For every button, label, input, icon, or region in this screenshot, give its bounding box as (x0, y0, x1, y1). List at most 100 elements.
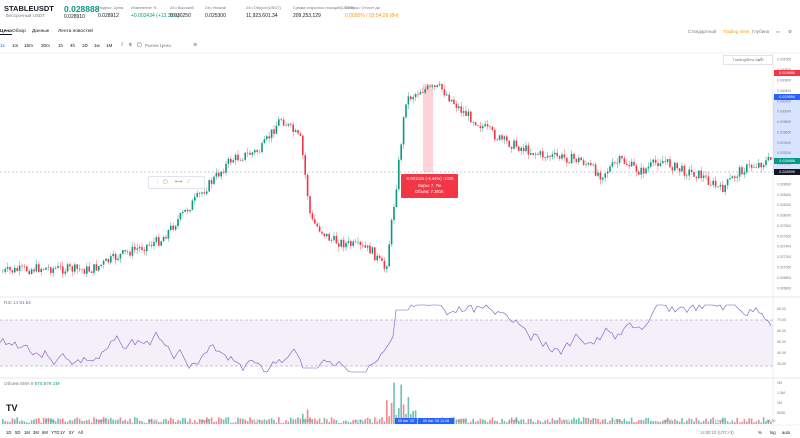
volume-bar (724, 417, 726, 424)
ray-icon[interactable]: ⟋ (187, 179, 191, 185)
volume-bar (458, 419, 460, 424)
scale-auto[interactable]: auto (782, 430, 791, 435)
candle-body (9, 267, 11, 271)
price-tick: 0.027800 (777, 224, 791, 228)
candle-body (686, 175, 688, 177)
fullscreen-icon[interactable]: ⤢ (758, 57, 763, 63)
candle-body (542, 151, 544, 158)
more-icon[interactable]: ⊕ (193, 42, 198, 48)
candle-body (736, 176, 738, 178)
range-1D[interactable]: 1D (6, 430, 12, 435)
volume-bar (592, 418, 594, 424)
volume-bar (232, 422, 234, 424)
candle-body (30, 269, 33, 275)
volume-bar (563, 419, 566, 424)
volume-bar (42, 417, 45, 424)
time-tick: 13:00 (612, 419, 622, 423)
timeframe-1w[interactable]: 1w (94, 43, 100, 48)
volume-bar (532, 421, 534, 424)
volume-bar (290, 417, 292, 424)
volume-bar (460, 418, 462, 424)
volume-bar (664, 420, 666, 424)
candle-body (290, 123, 292, 125)
candle-body (393, 206, 395, 220)
volume-bar (633, 422, 635, 424)
timeframe-4h[interactable]: 4h (70, 43, 76, 48)
volume-bar (227, 417, 230, 424)
timeframe-1s[interactable]: 1s (0, 43, 5, 48)
volume-bar (606, 422, 609, 424)
candle-body (158, 237, 160, 246)
range-bar: 14:50:10 (UTC+3) 1D 5D 1M 3M 6M YTD 1Y 5Y All% lo… (0, 428, 800, 438)
rectangle-icon[interactable]: ▢ (163, 179, 168, 185)
timeframe-30m[interactable]: 30m (41, 43, 50, 48)
candle-body (467, 111, 470, 116)
scale-%[interactable]: % (758, 430, 762, 435)
timeframe-1D[interactable]: 1D (82, 43, 88, 48)
line-icon[interactable]: ⟷ (175, 179, 183, 185)
stat-value: 0.028912 (98, 13, 119, 19)
candle-body (4, 268, 6, 272)
candle-body (657, 162, 659, 167)
candle-body (508, 140, 510, 147)
volume-bar (470, 421, 472, 424)
timeframe-1M[interactable]: 1M (106, 43, 113, 48)
download-icon[interactable]: ↓ (746, 57, 749, 63)
volume-bar (400, 384, 402, 424)
floating-drawing-toolbar[interactable]: ⋮ ▢ ⟷ ⟋ (148, 176, 205, 189)
tab-overview[interactable]: Обзор (12, 29, 26, 34)
candle-body (42, 269, 45, 270)
time-tick: 08:00 (97, 419, 107, 423)
candle-body (23, 266, 26, 267)
tab-news[interactable]: Лента новостей (58, 29, 93, 34)
layout-icon[interactable]: ▭ (776, 29, 781, 34)
price-tick: 0.027000 (777, 266, 791, 270)
view-depth[interactable]: Глубина (752, 29, 770, 34)
time-tag-start: 09 Авг '25 (395, 418, 417, 424)
volume-bar (381, 417, 383, 424)
volume-bar (570, 419, 573, 424)
indicators-icon[interactable]: ⫽ (121, 42, 124, 48)
view-standard[interactable]: Стандартный (688, 29, 717, 34)
candle-body (400, 144, 402, 160)
timeframe-15m[interactable]: 15m (24, 43, 33, 48)
range-5Y[interactable]: 5Y (69, 430, 75, 435)
chart-type-label-icon[interactable]: ▢ (137, 42, 142, 48)
candle-body (460, 106, 462, 113)
settings-icon[interactable]: ⚙ (788, 29, 793, 34)
timeframe-1h[interactable]: 1h (58, 43, 64, 48)
tab-data[interactable]: Данные (32, 29, 50, 34)
candle-body (381, 257, 383, 261)
range-6M[interactable]: 6M (42, 430, 48, 435)
drag-handle-icon[interactable]: ⋮ (155, 179, 160, 185)
timeframe-1m[interactable]: 1m (12, 43, 19, 48)
volume-bar (218, 417, 220, 424)
symbol-title[interactable]: STABLEUSDT (4, 4, 54, 13)
range-3M[interactable]: 3M (33, 430, 39, 435)
range-All[interactable]: All (78, 430, 83, 435)
candle-body (489, 126, 491, 128)
volume-bar (520, 419, 522, 424)
range-5D[interactable]: 5D (15, 430, 21, 435)
volume-bar (292, 419, 294, 424)
volume-bar (124, 419, 126, 424)
volume-bar (11, 418, 14, 424)
time-tick: 09:00 (200, 419, 210, 423)
range-YTD[interactable]: YTD (51, 430, 60, 435)
range-1M[interactable]: 1M (24, 430, 30, 435)
view-tradingview[interactable]: Trading View (723, 29, 750, 34)
scale-log[interactable]: log (770, 430, 776, 435)
tab-price[interactable]: Цена (0, 29, 12, 35)
candle-body (287, 123, 290, 126)
volume-bar (117, 419, 119, 424)
candle-body (126, 251, 129, 252)
chart-type-label[interactable]: Рынок Цена (145, 43, 171, 48)
volume-bar (162, 419, 165, 424)
volume-bar (345, 420, 347, 424)
range-1Y[interactable]: 1Y (60, 430, 66, 435)
candle-body (462, 111, 465, 113)
tradingview-alert-button[interactable]: TradingView Alert (723, 55, 773, 65)
chart-type-icon[interactable]: ⩩ (129, 42, 132, 48)
candle-body (534, 153, 537, 155)
